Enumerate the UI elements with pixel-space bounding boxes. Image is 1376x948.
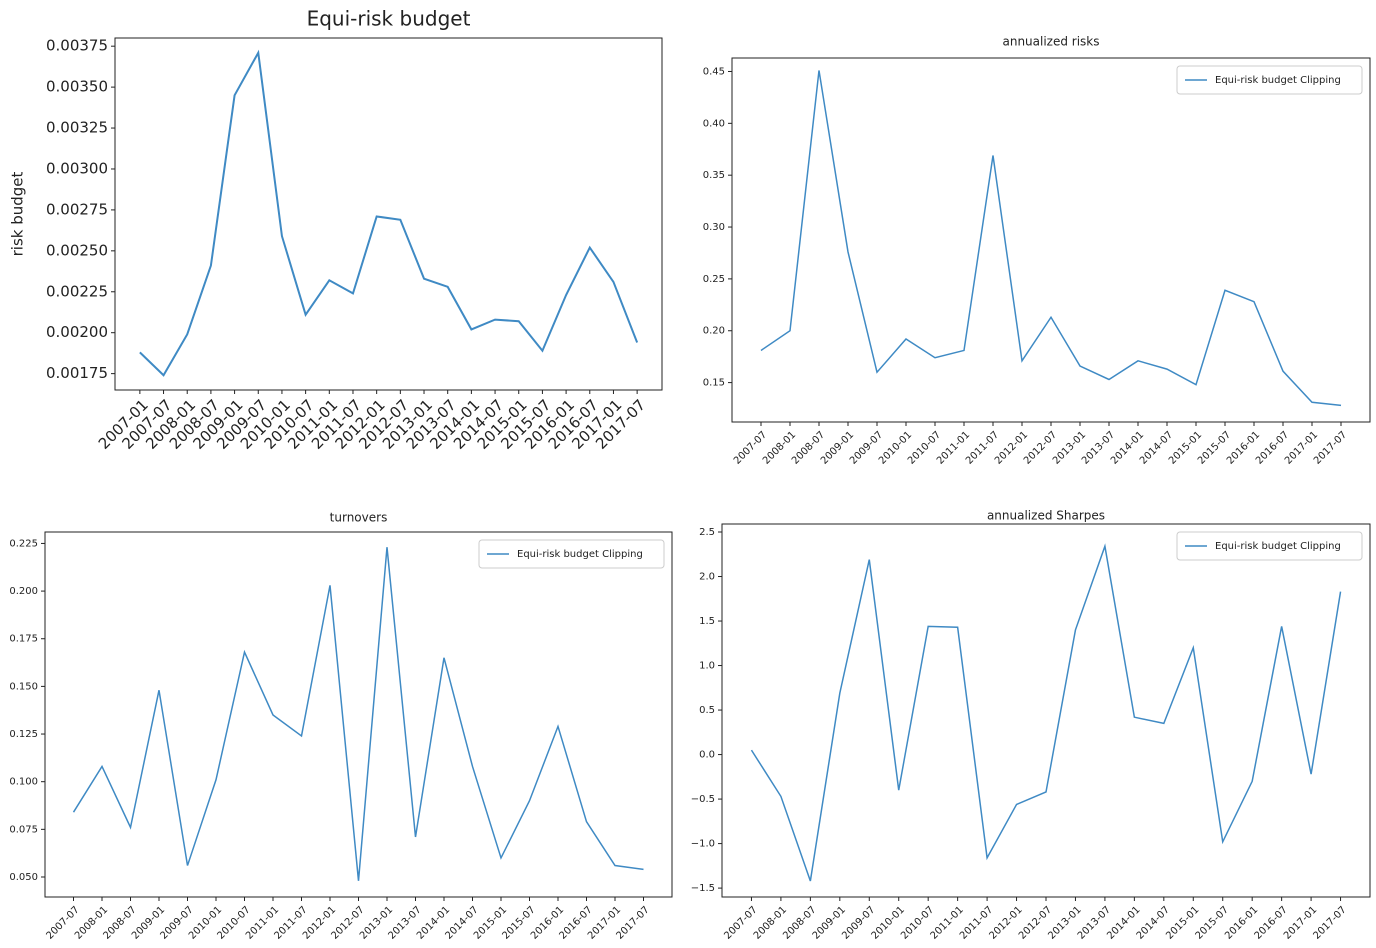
chart-title: Equi-risk budget <box>307 7 471 31</box>
y-tick-label: 0.0 <box>699 750 715 761</box>
y-tick-label: 0.20 <box>703 326 725 337</box>
y-tick-label: 0.00250 <box>46 241 108 259</box>
y-tick-label: 0.00175 <box>46 364 108 382</box>
y-tick-label: 0.225 <box>9 538 38 549</box>
legend-box <box>1176 531 1363 561</box>
y-tick-label: 0.45 <box>703 66 725 77</box>
data-line <box>760 70 1342 407</box>
y-tick-label: 0.00325 <box>46 119 108 137</box>
y-tick-label: 0.100 <box>9 777 38 788</box>
legend-label: Equi-risk budget Clipping <box>517 549 643 560</box>
chart-title: annualized risks <box>1002 35 1099 49</box>
y-tick-label: 1.5 <box>699 616 715 627</box>
y-tick-label: 0.00275 <box>46 200 108 218</box>
legend-box <box>1176 65 1363 95</box>
y-axis-label: risk budget <box>9 171 27 256</box>
y-tick-label: 0.5 <box>699 705 715 716</box>
y-tick-label: −1.5 <box>691 883 715 894</box>
y-tick-label: 0.150 <box>9 681 38 692</box>
y-tick-label: 0.00375 <box>46 37 108 55</box>
legend-label: Equi-risk budget Clipping <box>1215 75 1341 86</box>
data-line <box>139 49 639 377</box>
plot-frame <box>44 531 673 898</box>
data-line <box>72 547 644 881</box>
plot-frame <box>721 523 1371 898</box>
y-tick-label: 0.175 <box>9 634 38 645</box>
y-tick-label: 1.0 <box>699 661 715 672</box>
y-tick-label: −1.0 <box>691 839 715 850</box>
y-tick-label: 0.15 <box>703 378 725 389</box>
y-tick-label: 0.075 <box>9 824 38 835</box>
y-tick-label: 2.0 <box>699 572 715 583</box>
plot-frame <box>731 57 1371 423</box>
y-tick-label: 0.35 <box>703 170 725 181</box>
legend-label: Equi-risk budget Clipping <box>1215 541 1341 552</box>
y-tick-label: 0.125 <box>9 729 38 740</box>
y-tick-label: −0.5 <box>691 794 715 805</box>
y-tick-label: 0.00300 <box>46 159 108 177</box>
y-tick-label: 0.00200 <box>46 323 108 341</box>
y-tick-label: 0.00225 <box>46 282 108 300</box>
chart-title: turnovers <box>330 511 388 525</box>
legend-box <box>478 539 665 569</box>
y-tick-label: 2.5 <box>699 527 715 538</box>
y-tick-label: 0.00350 <box>46 78 108 96</box>
y-tick-label: 0.200 <box>9 586 38 597</box>
y-tick-label: 0.050 <box>9 872 38 883</box>
y-tick-label: 0.40 <box>703 118 725 129</box>
y-tick-label: 0.30 <box>703 222 725 233</box>
data-line <box>750 543 1342 882</box>
chart-title: annualized Sharpes <box>987 509 1105 523</box>
y-tick-label: 0.25 <box>703 274 725 285</box>
plot-frame <box>114 37 663 391</box>
